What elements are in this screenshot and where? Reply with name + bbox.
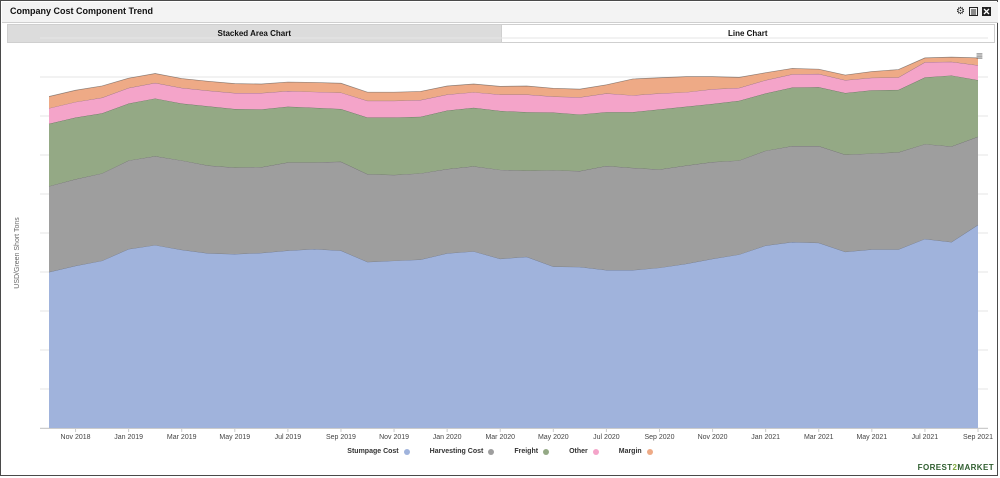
- title-bar: Company Cost Component Trend ⚙: [2, 2, 998, 23]
- area-harvesting-cost: [49, 136, 978, 272]
- x-tick-label: Mar 2021: [804, 434, 834, 441]
- logo-part-3: MARKET: [957, 463, 994, 472]
- x-tick-label: Nov 2019: [379, 434, 409, 441]
- legend-marker-icon: [488, 448, 495, 455]
- x-tick-label: Nov 2018: [61, 434, 91, 441]
- x-tick-label: Jul 2019: [275, 434, 302, 441]
- legend-item-harvesting-cost[interactable]: Harvesting Cost: [430, 448, 495, 455]
- legend-label: Freight: [514, 448, 539, 455]
- area-freight: [49, 75, 978, 187]
- x-tick-label: Mar 2020: [485, 434, 515, 441]
- gear-icon[interactable]: ⚙: [956, 5, 965, 17]
- logo-part-2: 2: [952, 463, 958, 472]
- close-icon[interactable]: [981, 6, 992, 17]
- x-tick-label: Sep 2021: [963, 434, 993, 441]
- series-line-margin: [48, 56, 979, 97]
- x-tick-label: Sep 2019: [326, 434, 356, 441]
- x-tick-label: Jan 2020: [433, 434, 462, 441]
- x-tick-label: Mar 2019: [167, 434, 197, 441]
- legend-label: Stumpage Cost: [347, 448, 399, 455]
- x-tick-label: Jul 2021: [912, 434, 939, 441]
- area-other: [49, 61, 978, 124]
- x-tick-label: May 2019: [219, 434, 250, 441]
- legend-item-freight[interactable]: Freight: [514, 448, 550, 455]
- x-tick-label: Jan 2019: [114, 434, 143, 441]
- y-axis-label: USD/Green Short Tons: [14, 217, 21, 289]
- hamburger-menu-icon[interactable]: ≡: [976, 49, 984, 63]
- logo-part-1: FOREST: [917, 463, 953, 472]
- legend-marker-icon: [646, 448, 653, 455]
- widget-tools: ⚙: [955, 6, 992, 17]
- area-stumpage-cost: [49, 224, 978, 428]
- widget-title: Company Cost Component Trend: [10, 6, 154, 16]
- export-icon[interactable]: [968, 6, 979, 17]
- forest2market-logo: FOREST2MARKET: [918, 463, 994, 472]
- legend-label: Margin: [618, 448, 642, 455]
- x-tick-label: May 2021: [856, 434, 887, 441]
- legend-item-margin[interactable]: Margin: [619, 448, 653, 455]
- x-tick-label: Jul 2020: [593, 434, 620, 441]
- x-tick-label: Jan 2021: [751, 434, 780, 441]
- legend-item-other[interactable]: Other: [569, 448, 599, 455]
- chart-legend: Stumpage Cost Harvesting Cost Freight Other…: [0, 448, 1000, 455]
- legend-marker-icon: [403, 448, 410, 455]
- legend-marker-icon: [592, 448, 599, 455]
- legend-label: Other: [569, 448, 588, 455]
- x-tick-label: May 2020: [538, 434, 569, 441]
- legend-marker-icon: [543, 448, 550, 455]
- legend-item-stumpage-cost[interactable]: Stumpage Cost: [347, 448, 410, 455]
- x-tick-label: Sep 2020: [644, 434, 674, 441]
- legend-label: Harvesting Cost: [429, 448, 484, 455]
- x-tick-label: Nov 2020: [698, 434, 728, 441]
